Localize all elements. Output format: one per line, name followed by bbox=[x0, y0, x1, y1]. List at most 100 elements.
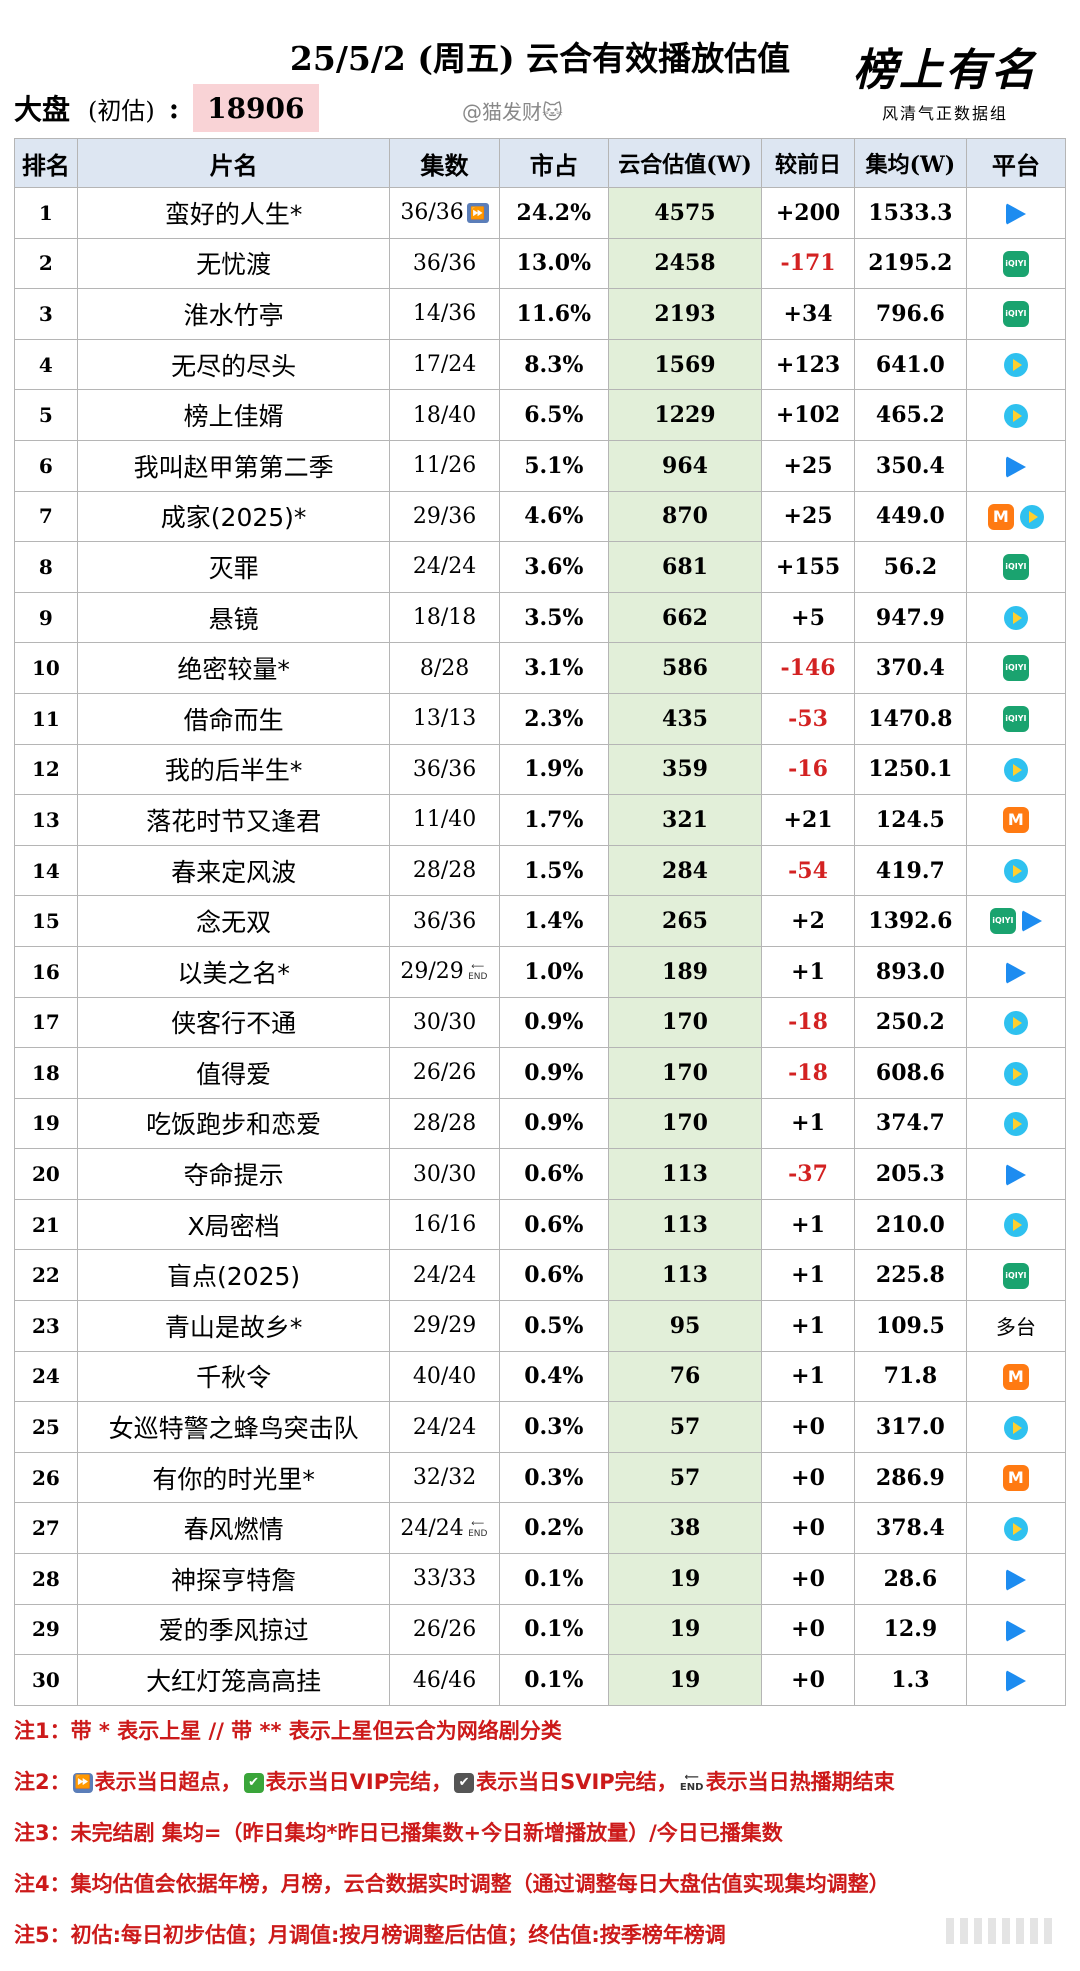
title-cell: 夺命提示 bbox=[76, 1148, 391, 1200]
table-row: 14 春来定风波 28/28 1.5% 284 -54 419.7 bbox=[14, 844, 1067, 897]
episodes-cell-text: 18/18 bbox=[412, 605, 477, 631]
title-cell: 灭罪 bbox=[76, 541, 391, 593]
share-cell: 6.5% bbox=[498, 389, 609, 441]
rank-cell: 25 bbox=[14, 1401, 78, 1453]
episodes-cell-text: 14/36 bbox=[412, 301, 477, 327]
estimate-cell-text: 265 bbox=[662, 908, 708, 935]
change-cell-text: +1 bbox=[791, 1110, 825, 1137]
change-cell: +102 bbox=[761, 389, 855, 441]
estimate-cell: 359 bbox=[607, 743, 763, 796]
change-cell-text: -16 bbox=[788, 756, 828, 783]
rank-cell-text: 22 bbox=[31, 1263, 60, 1288]
rank-cell-text: 28 bbox=[31, 1566, 60, 1591]
estimate-cell-text: 113 bbox=[662, 1262, 708, 1289]
title-cell: 值得爱 bbox=[76, 1047, 391, 1099]
estimate-cell: 113 bbox=[607, 1148, 763, 1200]
episodes-cell: 17/24 bbox=[389, 338, 500, 391]
share-cell-text: 1.7% bbox=[524, 806, 584, 833]
estimate-cell-text: 57 bbox=[669, 1464, 701, 1491]
episodes-cell-text: 29/36 bbox=[412, 503, 477, 529]
col-average: 集均(W) bbox=[854, 138, 967, 188]
change-cell-text: +21 bbox=[783, 806, 833, 833]
average-cell: 374.7 bbox=[854, 1097, 967, 1150]
table-row: 7 成家(2025)* 29/36 4.6% 870 +25 449.0 M bbox=[14, 490, 1067, 543]
rank-cell: 28 bbox=[14, 1553, 78, 1605]
episodes-cell: 24/24 bbox=[389, 541, 500, 593]
logo-tagline: 风清气正数据组 bbox=[881, 104, 1008, 123]
share-cell: 0.6% bbox=[498, 1249, 609, 1302]
note-2-end: 表示当日热播期结束 bbox=[705, 1770, 895, 1794]
share-cell-text: 1.5% bbox=[524, 857, 584, 884]
episodes-cell: 14/36 bbox=[389, 288, 500, 340]
title-cell: 盲点(2025) bbox=[76, 1249, 391, 1302]
average-cell: 317.0 bbox=[854, 1401, 967, 1453]
title-cell: 女巡特警之蜂鸟突击队 bbox=[76, 1401, 391, 1453]
episodes-cell: 36/36 ⏩ bbox=[389, 187, 500, 239]
estimate-cell-text: 170 bbox=[662, 1009, 708, 1036]
change-cell-text: -53 bbox=[788, 705, 828, 732]
rank-cell-text: 17 bbox=[31, 1010, 60, 1035]
episodes-cell: 24/24 bbox=[389, 1249, 500, 1302]
table-row: 18 值得爱 26/26 0.9% 170 -18 608.6 bbox=[14, 1047, 1067, 1099]
average-cell-text: 1250.1 bbox=[868, 756, 953, 783]
average-cell-text: 378.4 bbox=[875, 1515, 945, 1542]
rank-cell: 14 bbox=[14, 844, 78, 897]
average-cell-text: 608.6 bbox=[875, 1059, 945, 1086]
rank-cell-text: 18 bbox=[31, 1060, 60, 1085]
change-cell-text: +5 bbox=[791, 604, 825, 631]
change-cell: +200 bbox=[761, 187, 855, 239]
change-cell: +1 bbox=[761, 1300, 855, 1352]
episodes-cell-text: 26/26 bbox=[412, 1616, 477, 1642]
share-cell: 1.9% bbox=[498, 743, 609, 796]
change-cell-text: -54 bbox=[788, 857, 828, 884]
estimate-cell: 19 bbox=[607, 1654, 763, 1706]
platform-cell bbox=[965, 1401, 1067, 1453]
episodes-cell: 30/30 bbox=[389, 996, 500, 1049]
platform-cell bbox=[965, 1097, 1067, 1150]
rank-cell-text: 13 bbox=[31, 807, 60, 832]
note-2-svip: 表示当日SVIP完结， bbox=[476, 1770, 678, 1794]
average-cell: 71.8 bbox=[854, 1350, 967, 1403]
tencent-video-icon bbox=[1005, 1164, 1026, 1187]
change-cell: -146 bbox=[761, 642, 855, 694]
title-cell-text: 吃饭跑步和恋爱 bbox=[146, 1110, 322, 1140]
average-cell-text: 1533.3 bbox=[868, 199, 953, 226]
rank-cell-text: 29 bbox=[31, 1617, 60, 1642]
rank-cell: 15 bbox=[14, 895, 78, 947]
rank-cell: 9 bbox=[14, 591, 78, 644]
change-cell-text: +1 bbox=[791, 1262, 825, 1289]
episodes-cell: 13/13 bbox=[389, 692, 500, 745]
platform-cell bbox=[965, 996, 1067, 1049]
end-arrow-icon: ⟵ END bbox=[468, 1518, 488, 1539]
platform-cell bbox=[965, 338, 1067, 391]
change-cell-text: +102 bbox=[775, 402, 841, 429]
share-cell: 1.4% bbox=[498, 895, 609, 947]
share-cell: 0.1% bbox=[498, 1553, 609, 1605]
share-cell-text: 0.9% bbox=[524, 1009, 584, 1036]
change-cell: -18 bbox=[761, 996, 855, 1049]
table-row: 30 大红灯笼高高挂 46/46 0.1% 19 +0 1.3 bbox=[14, 1654, 1067, 1706]
rank-cell-text: 4 bbox=[38, 352, 53, 377]
rank-cell: 10 bbox=[14, 642, 78, 694]
platform-cell: M bbox=[965, 1350, 1067, 1403]
rank-cell: 4 bbox=[14, 338, 78, 391]
title-cell: 无尽的尽头 bbox=[76, 338, 391, 391]
change-cell: +1 bbox=[761, 1097, 855, 1150]
title-cell: 爱的季风掠过 bbox=[76, 1603, 391, 1656]
average-cell-text: 109.5 bbox=[875, 1312, 945, 1339]
note-2-prefix: 注2： bbox=[14, 1770, 71, 1794]
end-arrow-icon: ⟵ END bbox=[679, 1772, 704, 1793]
youku-icon bbox=[1003, 1516, 1028, 1541]
share-cell-text: 0.5% bbox=[524, 1312, 584, 1339]
share-cell: 3.6% bbox=[498, 541, 609, 593]
platform-cell bbox=[965, 591, 1067, 644]
change-cell: +1 bbox=[761, 1350, 855, 1403]
title-cell: 侠客行不通 bbox=[76, 996, 391, 1049]
share-cell-text: 11.6% bbox=[516, 300, 592, 327]
episodes-cell-text: 30/30 bbox=[412, 1009, 477, 1035]
estimate-cell-text: 4575 bbox=[654, 199, 716, 226]
episodes-cell-text: 30/30 bbox=[412, 1161, 477, 1187]
share-cell-text: 0.4% bbox=[524, 1363, 584, 1390]
change-cell: -37 bbox=[761, 1148, 855, 1200]
episodes-cell: 18/40 bbox=[389, 389, 500, 441]
